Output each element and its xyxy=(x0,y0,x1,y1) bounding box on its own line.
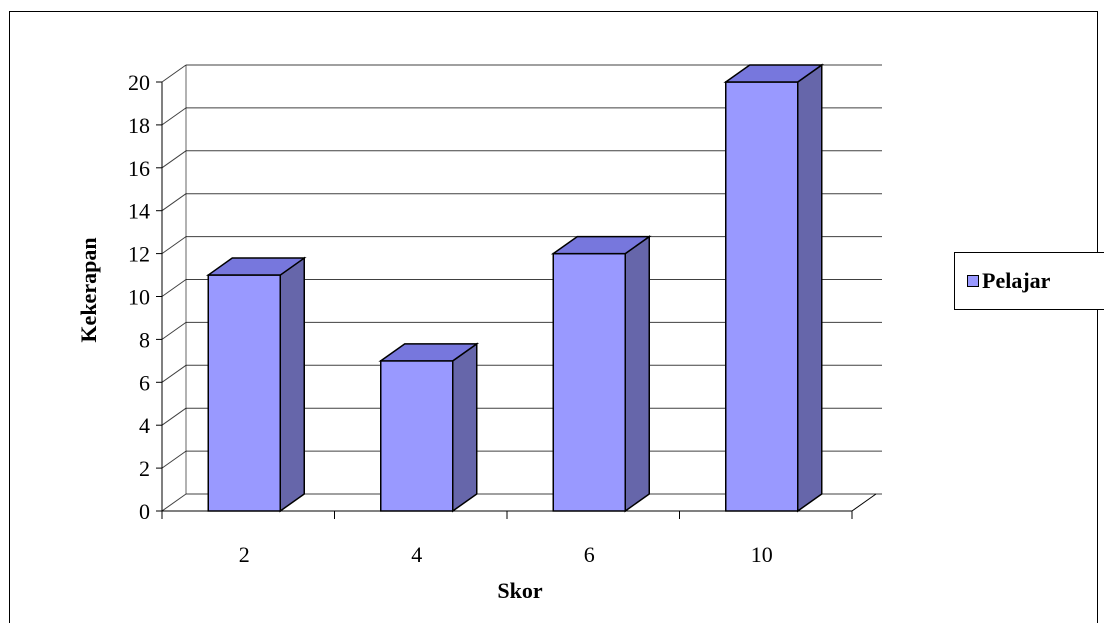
y-tick-label: 10 xyxy=(128,285,150,310)
gridline-diagonal xyxy=(161,450,187,469)
legend-swatch xyxy=(967,275,979,287)
gridline-diagonal xyxy=(161,407,187,426)
x-tick-label: 10 xyxy=(751,542,773,567)
bar xyxy=(378,342,480,513)
gridline-diagonal xyxy=(161,236,187,255)
y-tick-label: 2 xyxy=(139,456,150,481)
bar-side xyxy=(279,256,305,513)
gridline-diagonal xyxy=(161,364,187,383)
bar-top xyxy=(378,343,480,362)
bar-front xyxy=(552,252,626,512)
x-tick-label: 4 xyxy=(411,542,422,567)
y-tick-label: 6 xyxy=(139,370,150,395)
bar xyxy=(723,63,825,513)
gridline-diagonal xyxy=(161,64,187,83)
bar-top xyxy=(550,235,652,255)
bar-side xyxy=(624,235,650,513)
legend-label-pelajar: Pelajar xyxy=(982,268,1051,293)
floor-edge xyxy=(851,493,877,512)
legend: Pelajar xyxy=(954,252,1104,310)
bar-front xyxy=(207,274,281,512)
bar-side xyxy=(452,342,478,513)
gridline-diagonal xyxy=(161,493,187,512)
x-tick-label: 6 xyxy=(584,542,595,567)
y-tick-label: 12 xyxy=(128,242,150,267)
bar-top xyxy=(205,257,307,276)
y-tick-label: 18 xyxy=(128,113,150,138)
y-tick-label: 4 xyxy=(139,413,150,438)
bar-side xyxy=(797,63,823,513)
gridline-diagonal xyxy=(161,150,187,169)
bars-layer xyxy=(205,63,825,513)
bar-front xyxy=(380,360,454,512)
bar-front xyxy=(725,81,799,512)
bar xyxy=(550,235,652,513)
y-tick-label: 14 xyxy=(128,199,150,224)
bar xyxy=(205,256,307,513)
y-tick-label: 0 xyxy=(139,499,150,524)
y-tick-label: 16 xyxy=(128,156,150,181)
y-tick-label: 20 xyxy=(128,70,150,95)
x-axis-title: Skor xyxy=(497,578,542,603)
labels-layer: 0 2 4 6 8 10 12 14 16 18 20 2 4 6 10 xyxy=(128,70,773,567)
x-tick-label: 2 xyxy=(239,542,250,567)
y-tick-label: 8 xyxy=(139,327,150,352)
gridline-diagonal xyxy=(161,193,187,212)
gridline-diagonal xyxy=(161,107,187,126)
gridline-diagonal xyxy=(161,321,187,340)
bar-top xyxy=(723,64,825,83)
y-axis-title: Kekerapan xyxy=(76,237,101,342)
gridline-diagonal xyxy=(161,279,187,297)
